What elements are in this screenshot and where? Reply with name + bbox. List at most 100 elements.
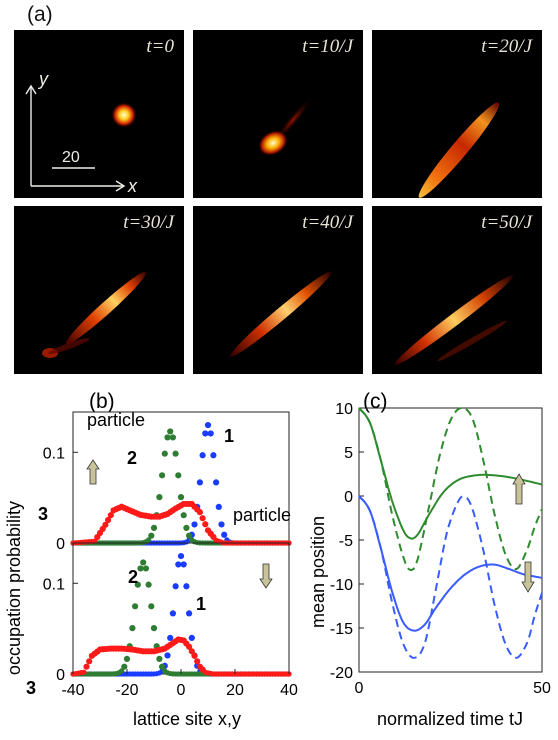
series-line-green-dashed <box>358 407 543 572</box>
series-line-green-solid <box>358 407 543 540</box>
data-point <box>92 538 98 544</box>
y-arrowhead-icon <box>25 84 37 95</box>
data-point <box>146 537 152 543</box>
data-point <box>156 494 163 501</box>
data-point <box>134 581 141 588</box>
data-point <box>177 552 185 560</box>
y-tick-label: -20 <box>330 665 353 682</box>
data-point <box>196 509 203 516</box>
data-point <box>132 603 139 610</box>
wavepacket-image <box>230 271 332 357</box>
data-point <box>204 421 212 429</box>
frame-t50: t=50/J <box>372 206 542 374</box>
series-label-1: 1 <box>196 594 206 614</box>
frame-t20: t=20/J <box>372 30 542 198</box>
time-label: t=40/J <box>302 212 353 233</box>
y-tick-label: -5 <box>339 533 353 550</box>
time-label: t=30/J <box>123 212 174 233</box>
data-point <box>150 524 158 531</box>
panel-c-xlabel: normalized time tJ <box>377 709 523 729</box>
data-point <box>169 610 176 617</box>
data-point <box>180 512 187 519</box>
data-point <box>213 479 220 486</box>
data-point <box>137 565 144 572</box>
data-point <box>191 652 198 659</box>
frame-t10: t=10/J <box>193 30 363 198</box>
data-point <box>202 521 209 528</box>
plot-frame <box>358 407 543 673</box>
series-3 <box>70 500 292 546</box>
data-point <box>148 603 155 610</box>
particle-label: particle <box>233 505 291 525</box>
series-line-blue-solid <box>358 495 543 632</box>
data-point <box>167 428 174 435</box>
data-point <box>102 521 109 528</box>
wavepacket-image <box>257 96 313 157</box>
y-tick-label: 0 <box>56 536 65 553</box>
frame-t30: t=30/J <box>14 206 184 374</box>
spin-down-arrow-icon <box>259 563 273 589</box>
data-point <box>145 581 152 588</box>
y-tick-label: 5 <box>344 445 353 462</box>
time-label: t=50/J <box>481 212 532 233</box>
wavepacket-image <box>418 102 500 198</box>
data-point <box>183 524 190 531</box>
data-point <box>105 516 112 524</box>
data-point <box>86 658 93 665</box>
data-point <box>207 430 214 437</box>
wavepacket-image <box>394 275 514 365</box>
spin-up-arrow-icon <box>86 459 100 485</box>
x-arrowhead-icon <box>115 180 126 192</box>
data-point <box>121 663 128 670</box>
x-tick-label: -20 <box>115 682 138 699</box>
data-point <box>142 565 149 572</box>
wavepacket-image: y x 20 <box>25 69 138 196</box>
data-point <box>161 450 168 457</box>
series-line-blue-dashed <box>358 495 543 659</box>
scale-bar-label: 20 <box>62 149 80 166</box>
data-point <box>177 494 185 501</box>
y-tick-label: 0.1 <box>43 576 65 593</box>
x-tick-label: 0 <box>355 680 364 697</box>
data-point <box>175 561 182 568</box>
series-label-3: 3 <box>26 678 36 698</box>
data-point <box>186 610 193 617</box>
y-tick-label: 10 <box>335 401 353 418</box>
data-point <box>218 521 225 528</box>
panel-c-label: (c) <box>363 390 388 413</box>
data-point <box>129 625 136 632</box>
axis-y-label: y <box>37 69 49 89</box>
y-tick-label: 0 <box>56 667 65 684</box>
series-2 <box>70 559 292 677</box>
frame-t0: y x 20 t=0 <box>14 30 184 198</box>
data-point <box>186 532 193 539</box>
data-point <box>159 663 166 670</box>
frame-t40: t=40/J <box>193 206 363 374</box>
y-tick-label: 0 <box>344 489 353 506</box>
data-point <box>186 643 193 650</box>
data-point <box>194 658 201 665</box>
data-point <box>180 561 187 568</box>
series-label-2: 2 <box>127 448 137 468</box>
data-point <box>119 668 125 674</box>
data-point <box>123 655 131 662</box>
wavepacket-image <box>42 271 147 358</box>
series-label-2: 2 <box>128 567 138 587</box>
data-point <box>188 634 195 641</box>
data-point <box>107 512 114 519</box>
data-point <box>175 472 182 479</box>
data-point <box>191 521 198 528</box>
particle-label: particle <box>87 410 145 430</box>
data-point <box>172 583 179 590</box>
data-point <box>199 515 206 522</box>
data-point <box>210 452 217 459</box>
data-point <box>164 434 171 441</box>
data-point <box>172 450 179 457</box>
series-label-1: 1 <box>224 426 234 446</box>
panel-c-ylabel: mean position <box>308 516 328 628</box>
series-1 <box>70 552 292 677</box>
spin-down-arrow-icon <box>521 561 535 593</box>
x-tick-label: -40 <box>61 682 84 699</box>
subplot-frame <box>72 542 290 675</box>
x-tick-label: 40 <box>280 682 298 699</box>
